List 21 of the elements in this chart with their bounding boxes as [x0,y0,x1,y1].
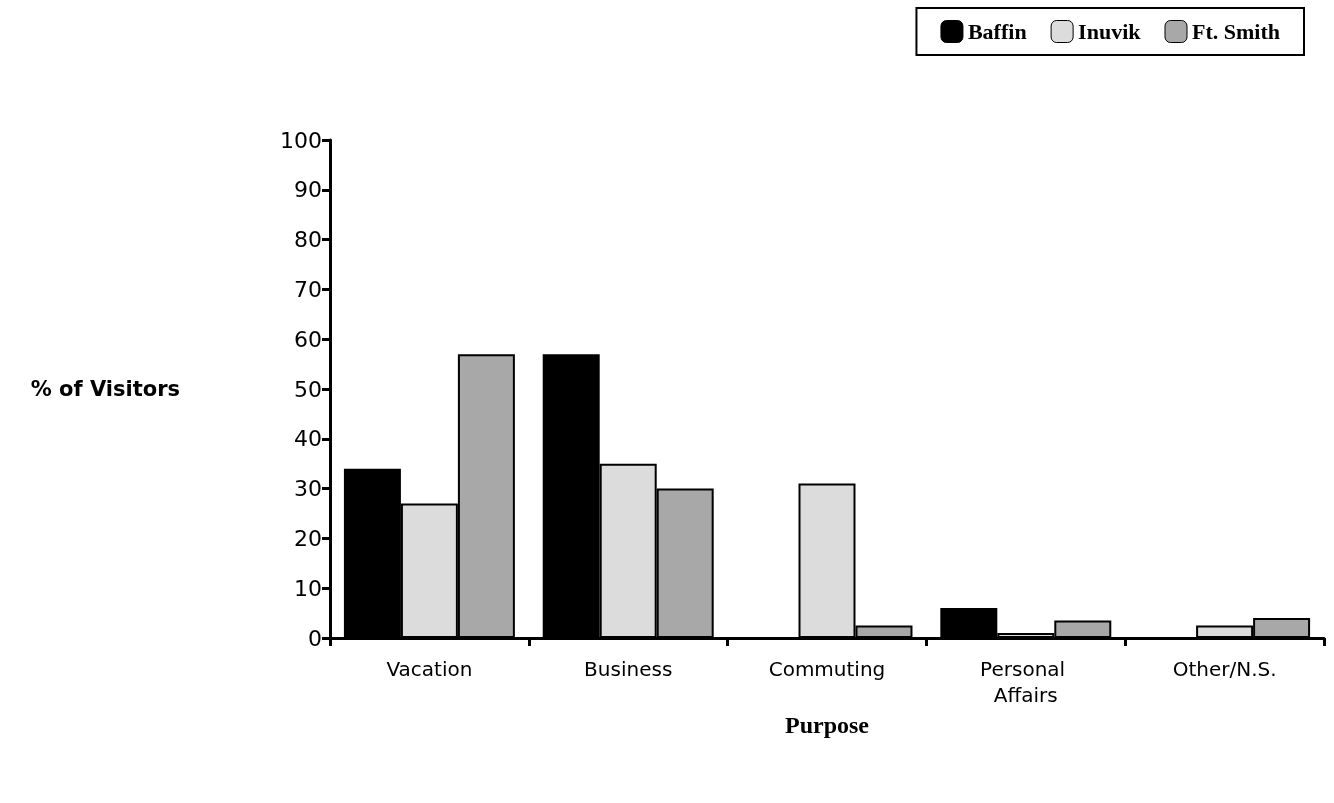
legend-label: Ft. Smith [1192,19,1280,44]
y-tick-label: 10 [294,575,322,601]
x-tick-label: Other/N.S. [1172,657,1277,681]
x-tick-label: Vacation [386,657,473,681]
y-tick-label: 50 [294,376,322,402]
y-axis-title: % of Visitors [30,377,180,401]
y-tick-label: 90 [294,177,322,203]
y-tick-label: 80 [294,227,322,253]
y-tick-label: 40 [294,426,322,452]
x-tick-label: Commuting [768,657,886,681]
legend-label: Inuvik [1078,19,1142,44]
y-tick-label: 0 [308,625,322,651]
y-tick-label: 100 [280,127,322,153]
y-tick-label: 70 [294,276,322,302]
x-tick-label: Business [584,657,673,681]
y-tick-label: 20 [294,525,322,551]
y-tick-label: 30 [294,476,322,502]
y-tick-label: 60 [294,326,322,352]
x-tick-label: Personal Affairs [980,657,1072,707]
x-axis-title: Purpose [785,712,870,738]
legend-label: Baffin [967,19,1027,44]
